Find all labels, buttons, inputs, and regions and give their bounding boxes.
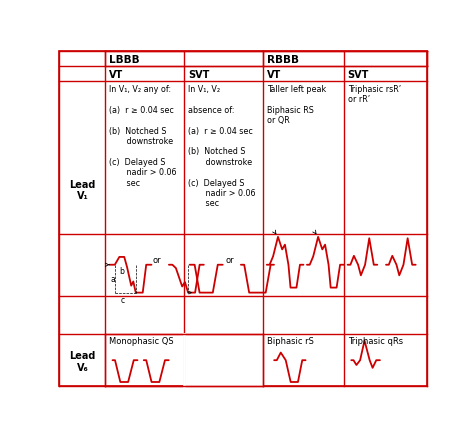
Text: a: a — [110, 275, 115, 284]
Text: Triphasic rsR’
or rR’: Triphasic rsR’ or rR’ — [347, 85, 401, 104]
Bar — [106, 53, 263, 67]
Text: SVT: SVT — [347, 69, 369, 79]
Text: Biphasic rS: Biphasic rS — [267, 336, 314, 345]
Text: VT: VT — [109, 69, 123, 79]
Text: c: c — [121, 295, 125, 304]
Text: SVT: SVT — [188, 69, 209, 79]
Text: V₆: V₆ — [76, 362, 88, 372]
Text: RBBB: RBBB — [267, 55, 299, 65]
Text: VT: VT — [267, 69, 281, 79]
Text: Monophasic QS: Monophasic QS — [109, 336, 173, 345]
Bar — [184, 335, 263, 386]
Text: In V₁, V₂

absence of:

(a)  r ≥ 0.04 sec

(b)  Notched S
       downstroke

(c): In V₁, V₂ absence of: (a) r ≥ 0.04 sec (… — [188, 85, 255, 208]
Text: In V₁, V₂ any of:

(a)  r ≥ 0.04 sec

(b)  Notched S
       downstroke

(c)  Del: In V₁, V₂ any of: (a) r ≥ 0.04 sec (b) N… — [109, 85, 176, 187]
Text: Lead: Lead — [69, 350, 96, 360]
Text: or: or — [225, 256, 234, 265]
Bar — [264, 53, 426, 67]
Text: or: or — [152, 256, 161, 265]
Text: V₁: V₁ — [76, 191, 88, 201]
Text: Triphasic qRs: Triphasic qRs — [347, 336, 403, 345]
Text: Taller left peak

Biphasic RS
or QR: Taller left peak Biphasic RS or QR — [267, 85, 326, 125]
Text: b: b — [119, 267, 124, 276]
Text: LBBB: LBBB — [109, 55, 139, 65]
Text: Lead: Lead — [69, 179, 96, 189]
